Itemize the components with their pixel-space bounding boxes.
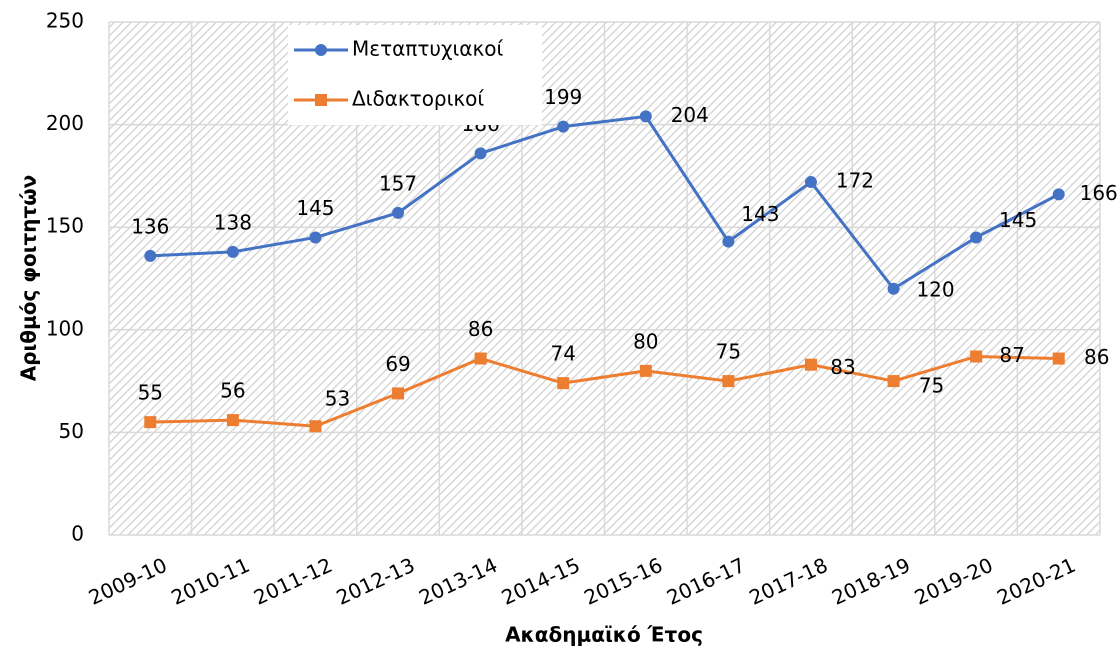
marker (226, 414, 239, 427)
y-tick-label: 100 (46, 316, 84, 340)
x-tick-label: 2014-15 (498, 553, 584, 610)
data-label: 80 (633, 329, 658, 353)
series-line (150, 114, 1060, 291)
x-tick-label: 2019-20 (911, 553, 997, 610)
marker (392, 206, 405, 219)
legend-marker (315, 44, 327, 56)
marks: 1361381451571861992041431721201451665556… (131, 85, 1117, 433)
x-axis-title: Ακαδημαϊκό Έτος (505, 623, 703, 647)
marker (557, 377, 570, 390)
y-tick-label: 50 (59, 419, 84, 443)
data-label: 145 (999, 208, 1037, 232)
legend: Μεταπτυχιακοί Διδακτορικοί (288, 25, 542, 125)
data-label: 172 (836, 169, 874, 193)
data-label: 136 (131, 214, 169, 238)
x-tick-label: 2013-14 (415, 553, 501, 610)
data-label: 143 (741, 202, 779, 226)
y-axis-title: Αριθμός φοιτητών (17, 175, 41, 382)
marker (887, 282, 900, 295)
marker (639, 110, 652, 123)
x-tick-label: 2012-13 (333, 553, 419, 610)
x-tick-label: 2011-12 (250, 553, 336, 610)
marker (144, 416, 157, 429)
data-label: 145 (296, 196, 334, 220)
marker (722, 235, 735, 248)
marker (226, 245, 239, 258)
x-tick-label: 2017-18 (746, 553, 832, 610)
data-label: 138 (214, 210, 252, 234)
marker (309, 420, 322, 433)
legend-label: Διδακτορικοί (352, 87, 484, 111)
data-label: 87 (999, 343, 1024, 367)
series-line (150, 354, 1059, 428)
marker (887, 375, 900, 388)
data-label: 199 (544, 85, 582, 109)
data-label: 75 (716, 340, 741, 364)
x-tick-label: 2015-16 (580, 553, 666, 610)
data-label: 166 (1080, 181, 1117, 205)
grid (108, 21, 1101, 536)
data-label: 86 (1084, 345, 1109, 369)
x-tick-label: 2016-17 (663, 553, 749, 610)
x-tick-label: 2020-21 (993, 553, 1079, 610)
marker (722, 375, 735, 388)
data-label: 74 (550, 342, 575, 366)
legend-box (288, 25, 542, 125)
y-tick-label: 150 (46, 214, 84, 238)
data-label: 69 (385, 352, 410, 376)
data-label: 53 (325, 387, 350, 411)
marker (557, 120, 570, 133)
data-label: 56 (220, 379, 245, 403)
data-label: 75 (919, 374, 944, 398)
data-label: 157 (379, 171, 417, 195)
marker (1052, 188, 1065, 201)
y-tick-label: 200 (46, 111, 84, 135)
marker (970, 231, 983, 244)
data-label: 120 (916, 277, 954, 301)
marker (804, 176, 817, 189)
x-tick-label: 2009-10 (85, 553, 171, 610)
marker (392, 387, 405, 400)
legend-label: Μεταπτυχιακοί (352, 37, 503, 61)
marker (639, 364, 652, 377)
marker (970, 350, 983, 363)
data-label: 55 (138, 381, 163, 405)
marker (804, 358, 817, 371)
marker (474, 352, 487, 365)
marker (474, 147, 487, 160)
x-tick-label: 2018-19 (828, 553, 914, 610)
data-label: 83 (830, 355, 855, 379)
x-tick-label: 2010-11 (167, 553, 253, 610)
y-tick-label: 250 (46, 9, 84, 33)
y-tick-label: 0 (71, 522, 84, 546)
marker (144, 249, 157, 262)
marker (309, 231, 322, 244)
marker (1052, 352, 1065, 365)
data-label: 86 (468, 317, 493, 341)
legend-marker (315, 94, 327, 106)
data-label: 204 (671, 103, 709, 127)
